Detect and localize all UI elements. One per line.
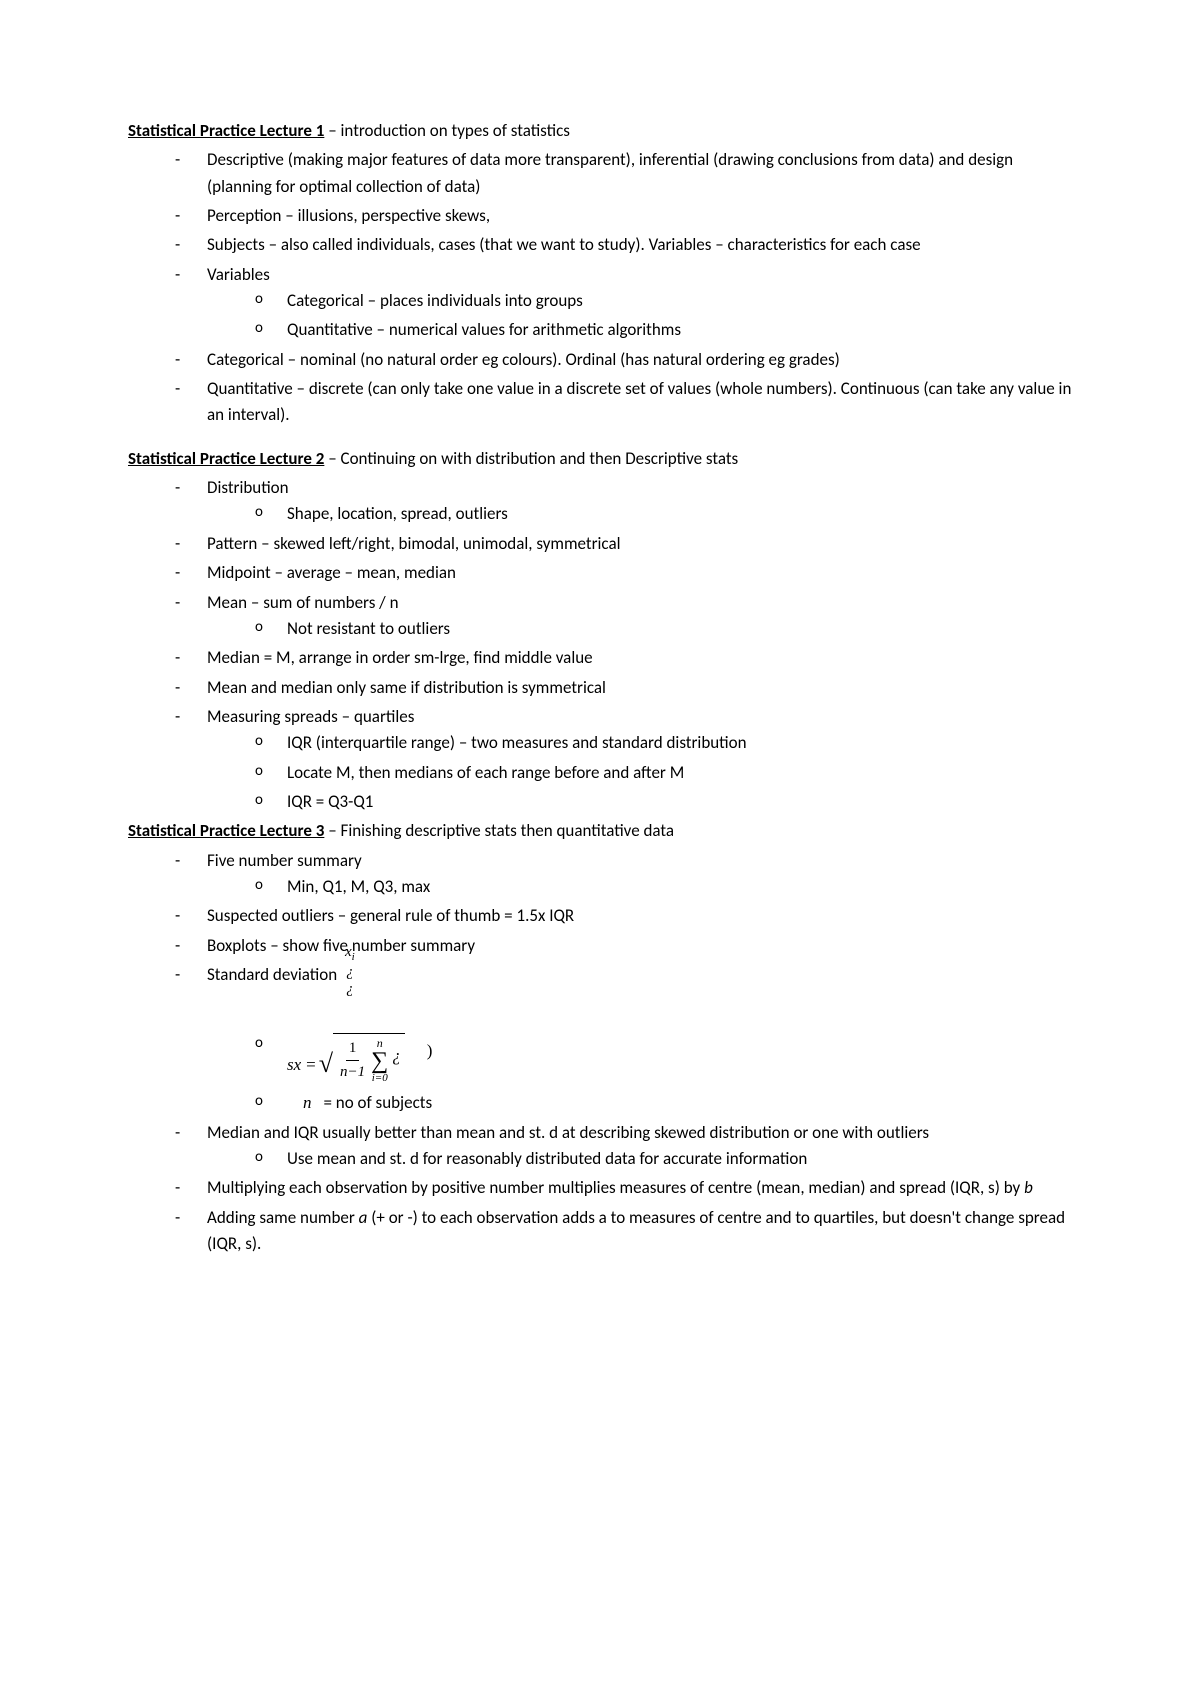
lecture2-list: Distribution Shape, location, spread, ou…	[128, 475, 1075, 815]
lecture1-sublist: Categorical – places individuals into gr…	[207, 288, 1075, 344]
formula-standard-deviation: xi ¿ ¿ sx = √ 1 n−1 n ∑	[255, 994, 1075, 1084]
list-item: Mean – sum of numbers / n Not resistant …	[175, 590, 1075, 643]
list-item-label: Median and IQR usually better than mean …	[207, 1122, 929, 1143]
formula-equals: =	[306, 1052, 316, 1084]
list-item: Variables Categorical – places individua…	[175, 262, 1075, 344]
lecture3-sublist: Min, Q1, M, Q3, max	[207, 874, 1075, 900]
italic-var-b: b	[1024, 1177, 1033, 1198]
sublist-item: Min, Q1, M, Q3, max	[255, 874, 1075, 900]
lecture3-formula-list: xi ¿ ¿ sx = √ 1 n−1 n ∑	[207, 994, 1075, 1116]
text-fragment: Multiplying each observation by positive…	[207, 1177, 1024, 1198]
list-item-label: Mean – sum of numbers / n	[207, 592, 399, 613]
sublist-item: Locate M, then medians of each range bef…	[255, 760, 1075, 786]
lecture3-heading: Statistical Practice Lecture 3 – Finishi…	[128, 818, 1075, 844]
formula-n-definition: n = no of subjects	[255, 1090, 1075, 1116]
sublist-item: IQR (interquartile range) – two measures…	[255, 730, 1075, 756]
list-item: Pattern – skewed left/right, bimodal, un…	[175, 531, 1075, 557]
list-item: Measuring spreads – quartiles IQR (inter…	[175, 704, 1075, 815]
list-item: Five number summary Min, Q1, M, Q3, max	[175, 848, 1075, 901]
lecture3-list: Five number summary Min, Q1, M, Q3, max …	[128, 848, 1075, 1258]
lecture3-sublist: Use mean and st. d for reasonably distri…	[207, 1146, 1075, 1172]
list-item-label: Distribution	[207, 477, 289, 498]
lecture1-heading: Statistical Practice Lecture 1 – introdu…	[128, 118, 1075, 144]
frac-numerator: 1	[346, 1037, 360, 1061]
list-item: Perception – illusions, perspective skew…	[175, 203, 1075, 229]
list-item: Multiplying each observation by positive…	[175, 1175, 1075, 1201]
list-item: Mean and median only same if distributio…	[175, 675, 1075, 701]
sublist-item: Quantitative – numerical values for arit…	[255, 317, 1075, 343]
list-item: Midpoint – average – mean, median	[175, 560, 1075, 586]
n-definition-text: = no of subjects	[324, 1092, 433, 1113]
sigma-icon: ∑	[371, 1049, 388, 1073]
sqrt-icon: √	[319, 1044, 333, 1084]
formula-xi-fragment: xi ¿ ¿	[345, 944, 355, 998]
list-item: Boxplots – show five number summary	[175, 933, 1075, 959]
list-item: Subjects – also called individuals, case…	[175, 232, 1075, 258]
sublist-item: Shape, location, spread, outliers	[255, 501, 1075, 527]
lecture2-subtitle: – Continuing on with distribution and th…	[324, 448, 738, 469]
list-item-label: Standard deviation	[207, 964, 337, 985]
list-item: Suspected outliers – general rule of thu…	[175, 903, 1075, 929]
formula-summation: n ∑ i=0	[371, 1037, 388, 1084]
sublist-item: Use mean and st. d for reasonably distri…	[255, 1146, 1075, 1172]
formula-frag: ¿	[346, 964, 354, 981]
list-item: Quantitative – discrete (can only take o…	[175, 376, 1075, 429]
sublist-item: IQR = Q3-Q1	[255, 789, 1075, 815]
lecture2-sublist: IQR (interquartile range) – two measures…	[207, 730, 1075, 815]
formula-close: )	[427, 1038, 433, 1084]
list-item-label: Measuring spreads – quartiles	[207, 706, 414, 727]
sublist-item: Not resistant to outliers	[255, 616, 1075, 642]
list-item: Adding same number a (+ or -) to each ob…	[175, 1205, 1075, 1258]
frac-denominator: n−1	[337, 1061, 368, 1084]
list-item-label: Five number summary	[207, 850, 362, 871]
n-variable: n	[303, 1093, 312, 1112]
list-item: Median = M, arrange in order sm-lrge, fi…	[175, 645, 1075, 671]
list-item: Standard deviation xi ¿ ¿ sx = √ 1 n−1	[175, 962, 1075, 1117]
lecture1-subtitle: – introduction on types of statistics	[324, 120, 570, 141]
formula-sqrt-content: 1 n−1 n ∑ i=0 ¿	[333, 1033, 405, 1085]
text-fragment: Adding same number	[207, 1207, 359, 1228]
sum-argument: ¿	[392, 1043, 401, 1077]
lecture2-sublist: Not resistant to outliers	[207, 616, 1075, 642]
list-item-label: Variables	[207, 264, 270, 285]
formula-lhs: sx	[287, 1052, 301, 1084]
lecture2-title: Statistical Practice Lecture 2	[128, 448, 324, 469]
sublist-item: Categorical – places individuals into gr…	[255, 288, 1075, 314]
lecture2-sublist: Shape, location, spread, outliers	[207, 501, 1075, 527]
lecture1-title: Statistical Practice Lecture 1	[128, 120, 324, 141]
list-item: Distribution Shape, location, spread, ou…	[175, 475, 1075, 528]
list-item: Descriptive (making major features of da…	[175, 147, 1075, 200]
formula-i: i	[352, 951, 355, 963]
lecture2-heading: Statistical Practice Lecture 2 – Continu…	[128, 446, 1075, 472]
list-item: Categorical – nominal (no natural order …	[175, 347, 1075, 373]
formula-fraction: 1 n−1	[337, 1037, 368, 1085]
sum-lower: i=0	[372, 1073, 388, 1084]
formula-frag: ¿	[346, 981, 354, 998]
lecture3-subtitle: – Finishing descriptive stats then quant…	[324, 820, 674, 841]
lecture3-title: Statistical Practice Lecture 3	[128, 820, 324, 841]
list-item: Median and IQR usually better than mean …	[175, 1120, 1075, 1173]
formula-x: x	[345, 944, 352, 960]
lecture1-list: Descriptive (making major features of da…	[128, 147, 1075, 428]
